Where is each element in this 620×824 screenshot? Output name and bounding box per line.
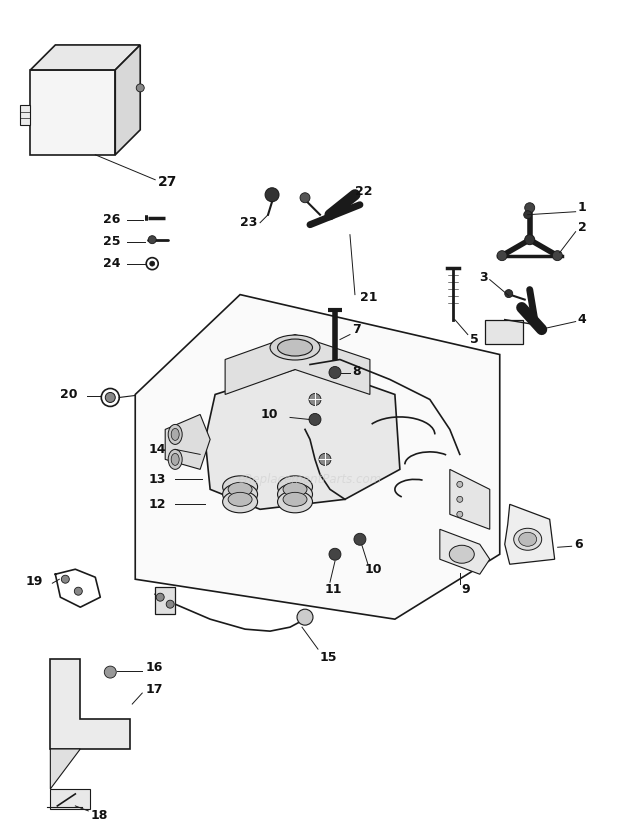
Ellipse shape [278, 484, 312, 505]
Text: 27: 27 [158, 175, 177, 189]
Ellipse shape [171, 428, 179, 440]
Circle shape [552, 250, 562, 260]
Polygon shape [450, 470, 490, 529]
Ellipse shape [278, 475, 312, 498]
Circle shape [156, 593, 164, 602]
Text: 11: 11 [325, 583, 342, 596]
Circle shape [524, 211, 532, 218]
Circle shape [166, 600, 174, 608]
Circle shape [148, 236, 156, 244]
Polygon shape [205, 364, 400, 509]
Circle shape [457, 496, 463, 503]
Circle shape [319, 453, 331, 466]
Circle shape [104, 666, 117, 678]
Polygon shape [115, 45, 140, 155]
Circle shape [505, 289, 513, 297]
Text: 3: 3 [479, 271, 488, 284]
Ellipse shape [228, 492, 252, 506]
Circle shape [329, 367, 341, 378]
Circle shape [105, 392, 115, 402]
Circle shape [525, 235, 534, 245]
Polygon shape [50, 659, 130, 749]
Ellipse shape [168, 449, 182, 470]
Text: 1: 1 [578, 201, 587, 214]
Text: 17: 17 [145, 682, 162, 695]
Polygon shape [135, 295, 500, 619]
Text: 22: 22 [355, 185, 373, 199]
Polygon shape [20, 105, 30, 124]
Ellipse shape [270, 335, 320, 360]
Ellipse shape [514, 528, 542, 550]
Text: 7: 7 [352, 323, 361, 336]
Text: eReplacementParts.com: eReplacementParts.com [238, 473, 382, 486]
Ellipse shape [450, 545, 474, 564]
Circle shape [354, 533, 366, 545]
Circle shape [497, 250, 507, 260]
Polygon shape [30, 70, 115, 155]
Circle shape [329, 548, 341, 560]
Text: 4: 4 [578, 313, 587, 326]
Ellipse shape [278, 339, 312, 356]
Circle shape [300, 193, 310, 203]
Circle shape [309, 414, 321, 425]
Text: 18: 18 [91, 809, 108, 822]
Text: 13: 13 [148, 473, 166, 486]
Bar [485, 320, 523, 344]
Polygon shape [155, 588, 175, 614]
Text: 20: 20 [60, 388, 78, 401]
Text: 10: 10 [365, 563, 383, 576]
Text: 26: 26 [104, 213, 121, 227]
Text: 15: 15 [320, 651, 337, 663]
Ellipse shape [168, 424, 182, 444]
Circle shape [525, 203, 534, 213]
Ellipse shape [223, 491, 257, 513]
Polygon shape [165, 414, 210, 470]
Text: 14: 14 [148, 442, 166, 456]
Ellipse shape [171, 453, 179, 466]
Polygon shape [50, 749, 81, 789]
Text: 6: 6 [575, 538, 583, 550]
Polygon shape [30, 45, 140, 70]
Ellipse shape [278, 491, 312, 513]
Ellipse shape [228, 482, 252, 496]
Polygon shape [440, 529, 490, 574]
Text: 2: 2 [578, 221, 587, 234]
Text: 24: 24 [104, 257, 121, 270]
Ellipse shape [283, 482, 307, 496]
Circle shape [457, 512, 463, 517]
Text: 9: 9 [462, 583, 471, 596]
Circle shape [149, 261, 155, 266]
Ellipse shape [223, 475, 257, 498]
Circle shape [74, 588, 82, 595]
Polygon shape [225, 335, 370, 395]
Circle shape [457, 481, 463, 487]
Text: 10: 10 [260, 408, 278, 421]
Text: 12: 12 [148, 498, 166, 511]
Text: 16: 16 [145, 661, 162, 673]
Text: 5: 5 [470, 333, 479, 346]
Text: 19: 19 [25, 574, 43, 588]
Circle shape [136, 84, 144, 92]
Ellipse shape [283, 492, 307, 506]
Polygon shape [50, 789, 91, 809]
Text: 25: 25 [104, 235, 121, 248]
Text: 8: 8 [352, 365, 361, 378]
Circle shape [297, 609, 313, 625]
Ellipse shape [223, 484, 257, 505]
Circle shape [309, 394, 321, 405]
Text: 23: 23 [240, 216, 257, 229]
Circle shape [61, 575, 69, 583]
Polygon shape [505, 504, 555, 564]
Text: 21: 21 [360, 291, 378, 304]
Circle shape [265, 188, 279, 202]
Ellipse shape [519, 532, 537, 546]
